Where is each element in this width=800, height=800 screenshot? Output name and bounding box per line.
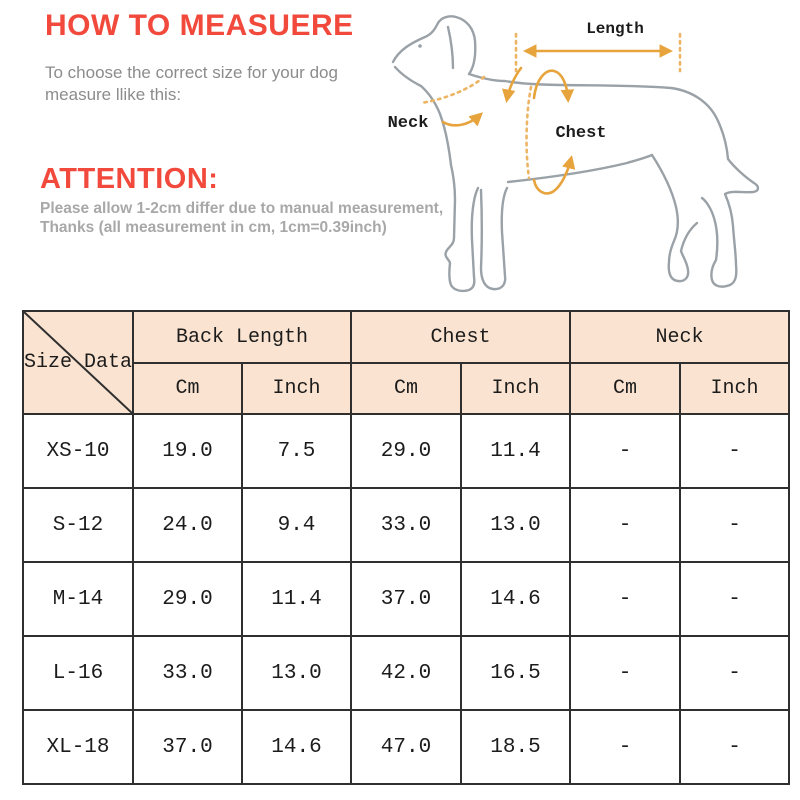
attention-note: Please allow 1-2cm differ due to manual … xyxy=(40,199,443,237)
column-group-neck: Neck xyxy=(569,310,791,364)
unit-header-neck-cm: Cm xyxy=(569,362,682,415)
table-cell: 19.0 xyxy=(132,413,243,489)
table-cell: - xyxy=(569,413,682,489)
column-group-back-length: Back Length xyxy=(132,310,352,364)
corner-header-label: Size Data xyxy=(24,351,133,374)
page-title: HOW TO MEASUERE xyxy=(45,9,354,42)
table-row-s-12: S-12 24.0 9.4 33.0 13.0 - - xyxy=(22,487,791,563)
attention-note-line-1: Please allow 1-2cm differ due to manual … xyxy=(40,200,444,217)
table-cell: 7.5 xyxy=(241,413,352,489)
table-cell: - xyxy=(679,487,791,563)
unit-header-neck-inch: Inch xyxy=(679,362,791,415)
table-cell: 29.0 xyxy=(350,413,462,489)
size-chart-table: Size Data Back Length Chest Neck Cm Inch… xyxy=(22,310,791,785)
table-row-l-16: L-16 33.0 13.0 42.0 16.5 - - xyxy=(22,635,791,711)
row-label: L-16 xyxy=(22,635,134,711)
dog-measurement-diagram: Length Neck Chest xyxy=(388,15,760,293)
withers-arrow xyxy=(502,66,523,103)
table-cell: 33.0 xyxy=(350,487,462,563)
chest-label: Chest xyxy=(555,124,606,143)
corner-header: Size Data xyxy=(22,310,134,415)
table-cell: 11.4 xyxy=(459,413,572,489)
table-cell: 47.0 xyxy=(350,709,462,785)
table-cell: - xyxy=(679,635,791,711)
chest-dashed-arc xyxy=(525,85,533,180)
subtitle: To choose the correct size for your dog … xyxy=(45,62,338,106)
table-row-m-14: M-14 29.0 11.4 37.0 14.6 - - xyxy=(22,561,791,637)
chest-bottom-arrow xyxy=(532,155,576,195)
table-cell: 16.5 xyxy=(459,635,572,711)
table-cell: 13.0 xyxy=(459,487,572,563)
table-cell: 18.5 xyxy=(459,709,572,785)
table-cell: - xyxy=(569,487,682,563)
table-cell: - xyxy=(569,635,682,711)
neck-arrow xyxy=(441,112,483,127)
unit-header-chest-inch: Inch xyxy=(459,362,572,415)
dog-ear-inner-line xyxy=(446,25,455,70)
table-cell: 9.4 xyxy=(241,487,352,563)
table-cell: 11.4 xyxy=(241,561,352,637)
neck-label: Neck xyxy=(388,114,429,133)
length-label: Length xyxy=(586,20,644,38)
table-cell: - xyxy=(569,709,682,785)
dog-chest-front-legs xyxy=(393,65,480,293)
table-row-xl-18: XL-18 37.0 14.6 47.0 18.5 - - xyxy=(22,709,791,785)
unit-header-chest-cm: Cm xyxy=(350,362,462,415)
corner-diagonal-line xyxy=(24,312,132,413)
table-cell: 13.0 xyxy=(241,635,352,711)
subtitle-line-2: measure llike this: xyxy=(45,85,182,104)
table-cell: - xyxy=(679,561,791,637)
unit-header-back-length-cm: Cm xyxy=(132,362,243,415)
table-cell: 29.0 xyxy=(132,561,243,637)
table-cell: 37.0 xyxy=(132,709,243,785)
table-cell: 33.0 xyxy=(132,635,243,711)
unit-header-back-length-inch: Inch xyxy=(241,362,352,415)
column-group-chest: Chest xyxy=(349,310,572,364)
attention-heading: ATTENTION: xyxy=(40,163,219,195)
dog-outline xyxy=(391,15,760,288)
table-cell: 42.0 xyxy=(350,635,462,711)
row-label: XS-10 xyxy=(22,413,134,489)
table-cell: 14.6 xyxy=(459,561,572,637)
row-label: M-14 xyxy=(22,561,134,637)
table-cell: 14.6 xyxy=(241,709,352,785)
chest-top-arrow xyxy=(532,69,575,104)
table-cell: - xyxy=(679,709,791,785)
row-label: XL-18 xyxy=(22,709,134,785)
neck-dashed-arc xyxy=(419,75,486,105)
table-row-xs-10: XS-10 19.0 7.5 29.0 11.4 - - xyxy=(22,413,791,489)
subtitle-line-1: To choose the correct size for your dog xyxy=(45,63,338,82)
dog-near-rear-leg xyxy=(650,153,699,283)
attention-note-line-2: Thanks (all measurement in cm, 1cm=0.39i… xyxy=(40,219,387,236)
dog-far-front-leg-belly xyxy=(479,153,654,291)
table-cell: - xyxy=(679,413,791,489)
table-cell: 24.0 xyxy=(132,487,243,563)
table-cell: 37.0 xyxy=(350,561,462,637)
row-label: S-12 xyxy=(22,487,134,563)
dog-eye-dot xyxy=(418,44,422,48)
table-cell: - xyxy=(569,561,682,637)
